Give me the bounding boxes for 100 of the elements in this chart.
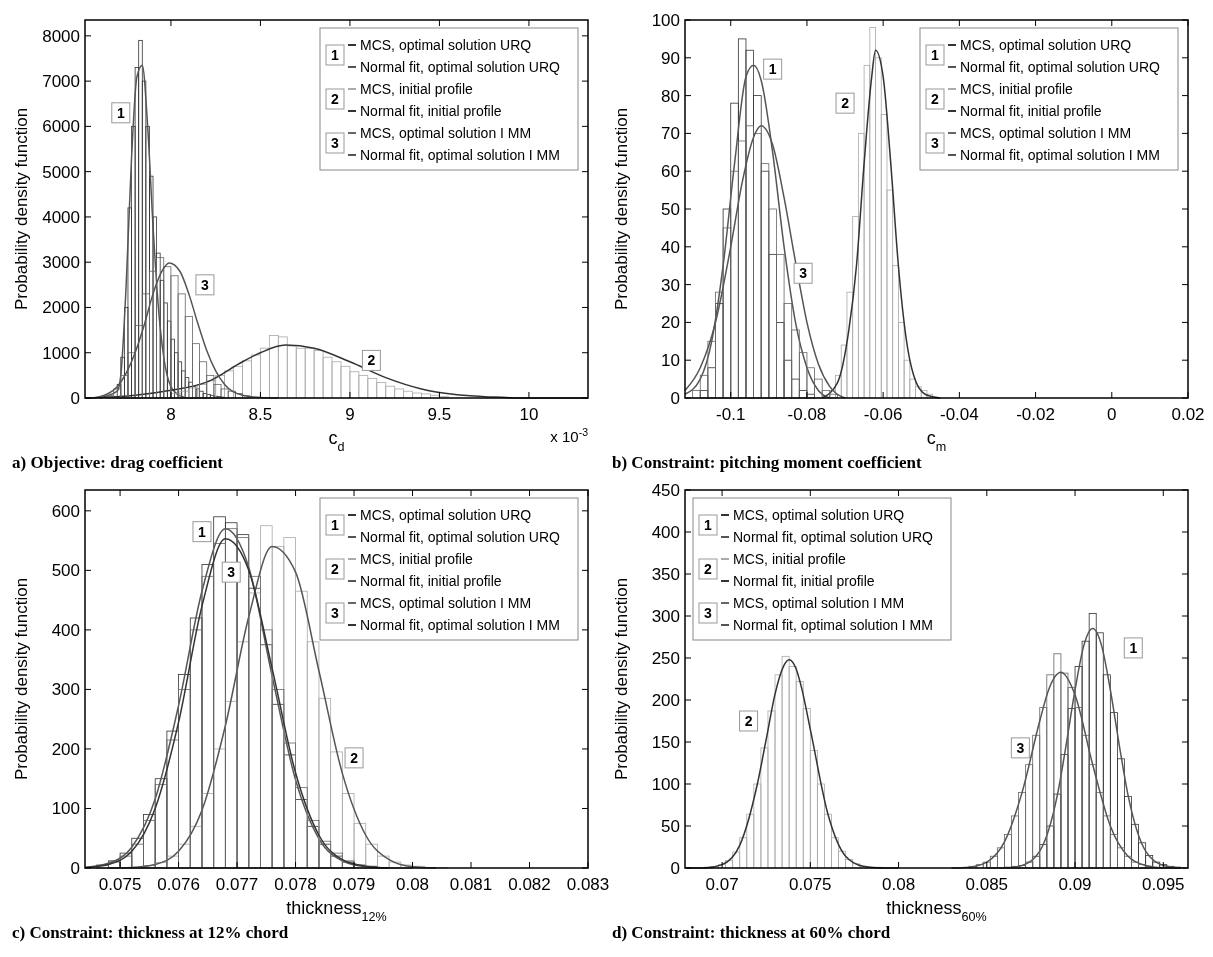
x-axis-title: c$_{m}$ — [926, 428, 947, 454]
annotation: 1 — [116, 104, 125, 121]
y-tick-label: 600 — [51, 501, 80, 521]
x-tick-label: -0.04 — [939, 405, 979, 424]
y-tick-label: 350 — [651, 564, 680, 584]
annotation: 2 — [744, 713, 753, 730]
y-tick-label: 50 — [661, 199, 680, 219]
y-tick-label: 400 — [51, 620, 80, 640]
legend-label: MCS, optimal solution I MM — [360, 594, 532, 611]
text: 3 — [931, 135, 939, 152]
text: a) Objective: drag coefficient — [12, 453, 224, 472]
legend-label: Normal fit, optimal solution I MM — [360, 146, 560, 163]
x-tick-label: 0 — [1107, 405, 1117, 424]
y-tick-label: 10 — [661, 351, 680, 371]
legend-label: Normal fit, optimal solution I MM — [960, 146, 1160, 163]
text: 2 — [331, 91, 339, 108]
y-tick-label: 200 — [51, 739, 80, 759]
y-tick-label: 500 — [51, 561, 80, 581]
x-tick-label: 0.02 — [1171, 405, 1205, 424]
y-tick-label: 0 — [70, 388, 80, 408]
y-tick-label: 1000 — [42, 343, 80, 363]
annotation: 1 — [1129, 639, 1138, 656]
legend-label: Normal fit, optimal solution URQ — [360, 58, 561, 75]
text: 2 — [331, 561, 339, 578]
annotation: 1 — [768, 61, 777, 78]
legend-label: MCS, optimal solution URQ — [360, 36, 532, 53]
x-tick-label: 0.079 — [332, 875, 376, 894]
text: 2 — [931, 91, 939, 108]
y-tick-label: 450 — [651, 480, 680, 500]
y-tick-label: 0 — [670, 388, 680, 408]
y-tick-label: 6000 — [42, 117, 80, 137]
annotation: 1 — [198, 523, 207, 540]
y-tick-label: 150 — [651, 732, 680, 752]
x-tick-label: 0.08 — [395, 875, 430, 894]
text: 1 — [331, 517, 339, 534]
x-tick-label: 0.075 — [789, 875, 832, 894]
legend-label: Normal fit, optimal solution URQ — [733, 528, 934, 545]
text: 1 — [331, 47, 339, 64]
x-tick-label: 8.5 — [248, 405, 273, 424]
x-tick-label: 0.083 — [566, 875, 610, 894]
legend-label: Normal fit, optimal solution I MM — [733, 616, 933, 633]
y-tick-label: 4000 — [42, 207, 80, 227]
y-tick-label: 70 — [661, 124, 680, 144]
annotation: 2 — [350, 749, 359, 766]
text: 2 — [704, 561, 712, 578]
annotation: 2 — [841, 95, 850, 112]
y-axis-title: Probability density function — [12, 107, 31, 311]
text: b) Constraint: pitching moment coefficient — [612, 453, 923, 472]
legend-label: Normal fit, optimal solution I MM — [360, 616, 560, 633]
legend-label: MCS, optimal solution I MM — [960, 124, 1132, 141]
legend-label: MCS, optimal solution URQ — [733, 506, 905, 523]
x-tick-label: 0.07 — [705, 875, 739, 894]
x-tick-label: 0.08 — [882, 875, 916, 894]
x-tick-label: -0.02 — [1016, 405, 1055, 424]
x-tick-label: 0.081 — [449, 875, 493, 894]
y-tick-label: 0 — [70, 858, 80, 878]
annotation: 2 — [367, 352, 376, 369]
x-tick-label: 0.078 — [274, 875, 317, 894]
x-tick-label: 0.085 — [965, 875, 1009, 894]
y-tick-label: 3000 — [42, 253, 80, 273]
legend-label: Normal fit, initial profile — [360, 102, 502, 119]
y-tick-label: 400 — [651, 522, 680, 542]
legend-label: MCS, optimal solution URQ — [360, 506, 532, 523]
y-tick-label: 90 — [661, 48, 680, 68]
x-tick-label: 0.082 — [508, 875, 551, 894]
x-tick-label: 0.09 — [1058, 875, 1092, 894]
legend-label: Normal fit, initial profile — [360, 572, 502, 589]
x-tick-label: 8 — [166, 405, 176, 424]
legend-label: MCS, initial profile — [360, 550, 474, 567]
y-tick-label: 250 — [651, 648, 680, 668]
x-axis-title: thickness$_{12%}$ — [286, 898, 387, 924]
y-tick-label: 80 — [661, 86, 680, 106]
x-tick-label: 9.5 — [427, 405, 452, 424]
y-tick-label: 200 — [651, 690, 680, 710]
y-tick-label: 300 — [51, 680, 80, 700]
x-tick-label: 0.077 — [215, 875, 259, 894]
text: 1 — [931, 47, 939, 64]
y-tick-label: 5000 — [42, 162, 80, 182]
y-tick-label: 20 — [661, 313, 680, 333]
y-tick-label: 100 — [651, 774, 680, 794]
legend-label: MCS, initial profile — [960, 80, 1074, 97]
x-tick-label: 10 — [519, 405, 539, 424]
legend-label: MCS, initial profile — [733, 550, 847, 567]
legend-label: MCS, optimal solution I MM — [360, 124, 532, 141]
x-tick-label: 0.095 — [1142, 875, 1185, 894]
y-axis-title: Probability density function — [612, 107, 631, 311]
y-tick-label: 100 — [651, 10, 680, 30]
y-tick-label: 7000 — [42, 72, 80, 92]
x-tick-label: 0.075 — [98, 875, 142, 894]
annotation: 3 — [201, 276, 210, 293]
y-tick-label: 60 — [661, 162, 680, 182]
y-tick-label: 300 — [651, 606, 680, 626]
legend-label: Normal fit, optimal solution URQ — [360, 528, 561, 545]
y-tick-label: 100 — [51, 799, 80, 819]
y-tick-label: 8000 — [42, 26, 80, 46]
y-tick-label: 2000 — [42, 298, 80, 318]
annotation: 3 — [227, 564, 236, 581]
x-tick-label: 9 — [345, 405, 355, 424]
x-tick-label: -0.1 — [716, 405, 746, 424]
y-axis-title: Probability density function — [12, 577, 31, 781]
